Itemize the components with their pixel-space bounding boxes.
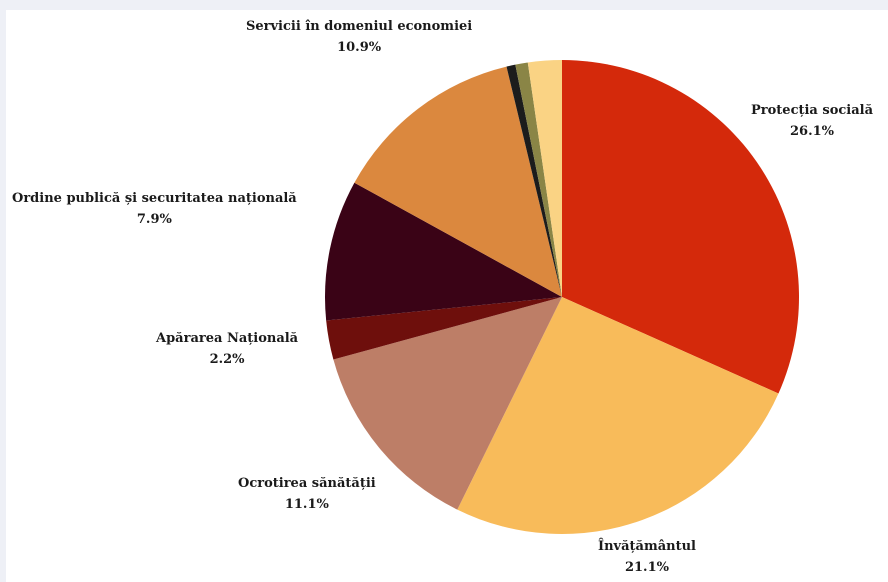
slice-label-invatamantul: Învățământul 21.1% [598,536,696,578]
pie-slice-0 [562,60,800,394]
slice-value: 7.9% [136,212,172,227]
slice-name: Învățământul [598,539,696,554]
slice-name: Ordine publică și securitatea națională [12,191,297,206]
slice-name: Apărarea Națională [156,331,299,346]
pie-chart [324,59,800,535]
slice-label-servicii-economiei: Servicii în domeniul economiei 10.9% [246,16,472,58]
pie-slice-1 [457,297,779,535]
pie-slice-4 [324,182,562,321]
slice-label-ordine-publica: Ordine publică și securitatea națională … [12,188,297,230]
pie-slice-7 [515,62,562,298]
chart-panel: Protecția socială 26.1% Învățământul 21.… [6,10,888,582]
slice-value: 11.1% [284,497,329,512]
pie-slice-6 [506,64,562,297]
slice-value: 2.2% [209,352,245,367]
slice-value: 10.9% [337,40,382,55]
slice-name: Protecția socială [751,103,874,118]
slice-label-apararea-nationala: Apărarea Națională 2.2% [156,328,298,370]
slice-value: 21.1% [624,560,669,575]
pie-slice-5 [354,66,562,297]
pie-slice-3 [326,297,562,360]
slice-label-protectia-sociala: Protecția socială 26.1% [751,100,873,142]
slice-name: Servicii în domeniul economiei [246,19,473,34]
pie-slice-8 [527,59,562,297]
slice-name: Ocrotirea sănătății [238,476,376,491]
slice-label-ocrotirea-sanatatii: Ocrotirea sănătății 11.1% [238,473,376,515]
pie-slice-2 [333,297,562,510]
slice-value: 26.1% [790,124,835,139]
